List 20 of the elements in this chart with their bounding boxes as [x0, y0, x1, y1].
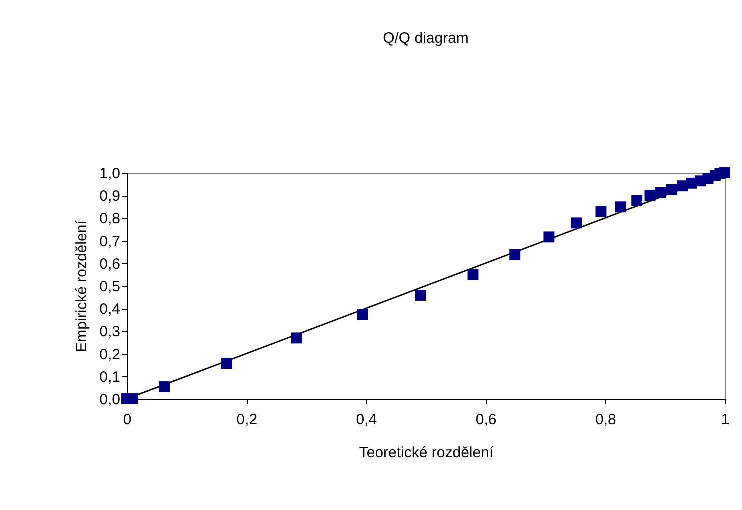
y-tick-label: 0,2: [100, 346, 120, 364]
x-tick-label: 0,8: [595, 412, 616, 428]
y-tick-label: 0,4: [100, 301, 120, 318]
x-tick-label: 0: [123, 412, 132, 428]
y-tick-label: 0,6: [100, 256, 120, 273]
y-tick-label: 0,3: [100, 324, 120, 341]
y-tick-label: 0,7: [100, 233, 120, 250]
y-tick-label: 0,1: [100, 368, 120, 386]
y-tick-label: 1,0: [100, 166, 120, 182]
y-tick-label: 0,9: [100, 188, 120, 206]
x-axis-title: Teoretické rozdělení: [359, 444, 494, 462]
y-tick-label: 0,8: [100, 210, 120, 228]
x-tick-label: 1: [721, 412, 730, 428]
y-tick-label: 0,5: [100, 278, 120, 296]
x-tick-label: 0,2: [236, 412, 258, 428]
x-tick-label: 0,4: [356, 412, 378, 428]
x-tick-label: 0,6: [476, 412, 497, 428]
chart-title: Q/Q diagram: [383, 30, 469, 47]
y-axis-title: Empirické rozdělení: [74, 220, 91, 352]
y-tick-label: 0,0: [100, 392, 120, 408]
